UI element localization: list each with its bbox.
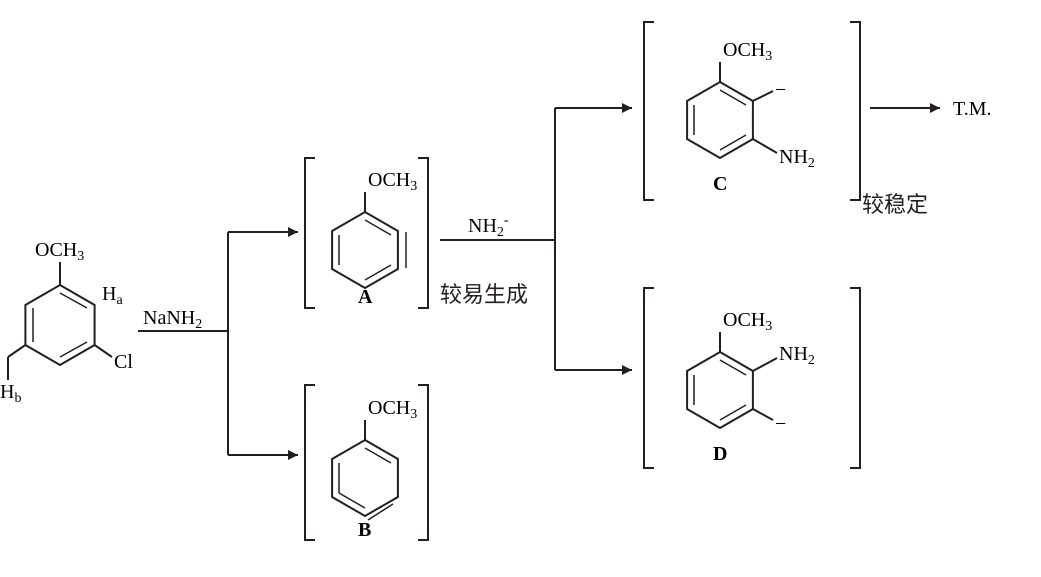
start-Ha: Ha xyxy=(102,283,123,308)
reagent2-label: NH2- xyxy=(468,213,509,240)
start-och3: OCH3 xyxy=(35,239,84,264)
D-och3: OCH3 xyxy=(723,309,772,334)
B-och3: OCH3 xyxy=(368,397,417,422)
intermediate-A: OCH3 A xyxy=(305,158,428,308)
start-Cl: Cl xyxy=(114,351,133,373)
D-nh2: NH2 xyxy=(779,343,815,368)
A-label: A xyxy=(358,286,373,308)
D-label: D xyxy=(713,443,727,465)
A-och3: OCH3 xyxy=(368,169,417,194)
reagent1-label: NaNH2 xyxy=(143,307,202,332)
A-note: 较易生成 xyxy=(440,282,528,307)
intermediate-B: OCH3 B xyxy=(305,385,428,541)
arrow-tm: T.M. xyxy=(870,98,992,120)
C-nh2: NH2 xyxy=(779,146,815,171)
intermediate-D: OCH3 NH2 − D xyxy=(644,288,860,468)
start-Hb: Hb xyxy=(0,381,21,406)
start-molecule: OCH3 Ha Cl Hb xyxy=(0,239,133,406)
svg-text:−: − xyxy=(775,413,786,435)
reaction-scheme: OCH3 Ha Cl Hb NaNH2 OCH3 xyxy=(0,0,1041,577)
C-label: C xyxy=(713,173,727,195)
branch-CD xyxy=(555,103,632,375)
C-note: 较稳定 xyxy=(862,192,928,217)
C-och3: OCH3 xyxy=(723,39,772,64)
arrow-nh2: NH2- xyxy=(440,213,555,240)
tm-label: T.M. xyxy=(953,98,992,120)
intermediate-C: OCH3 − NH2 C xyxy=(644,22,860,200)
branch-AB xyxy=(228,227,298,460)
svg-text:−: − xyxy=(775,79,786,101)
arrow-nanh2: NaNH2 xyxy=(138,307,228,332)
B-label: B xyxy=(358,519,371,541)
